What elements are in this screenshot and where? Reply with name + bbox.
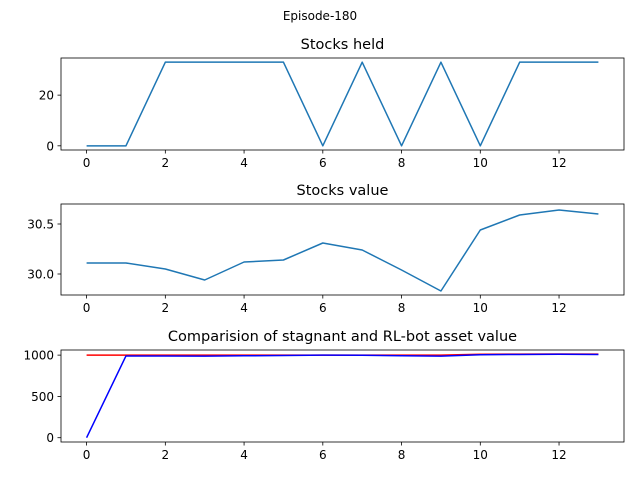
x-tick-label: 4 <box>240 301 248 315</box>
x-tick-label: 10 <box>473 448 488 462</box>
y-tick-label: 30.0 <box>27 268 54 282</box>
x-tick-label: 0 <box>83 156 91 170</box>
series-line-2 <box>85 353 599 439</box>
x-tick-label: 2 <box>162 156 170 170</box>
x-tick-label: 12 <box>551 448 566 462</box>
series-line-1 <box>86 61 599 147</box>
x-tick-label: 4 <box>240 448 248 462</box>
x-tick-label: 10 <box>473 156 488 170</box>
x-tick-label: 2 <box>162 448 170 462</box>
axes-2: 0 2 4 6 8 10 12 30.0 30.5 Stocks value <box>27 183 625 315</box>
x-tick-label: 6 <box>319 301 327 315</box>
y-tick-label: 1000 <box>23 349 54 363</box>
x-tick-label: 8 <box>398 448 406 462</box>
x-tick-label: 12 <box>551 301 566 315</box>
axes-frame <box>60 349 625 443</box>
x-tick-label: 0 <box>83 448 91 462</box>
axes-1: 0 2 4 6 8 10 12 0 20 Stocks held <box>39 37 625 170</box>
x-tick-label: 6 <box>319 156 327 170</box>
x-tick-label: 12 <box>551 156 566 170</box>
x-tick-label: 2 <box>162 301 170 315</box>
x-tick-label: 8 <box>398 301 406 315</box>
axes-title: Stocks value <box>297 183 389 199</box>
figure-suptitle: Episode-180 <box>283 9 357 23</box>
x-tick-label: 4 <box>240 156 248 170</box>
axes-frame <box>60 203 625 296</box>
x-tick-label: 8 <box>398 156 406 170</box>
axes-title: Comparision of stagnant and RL-bot asset… <box>168 329 517 345</box>
axes-3: 0 2 4 6 8 10 12 0 500 1000 Comparision of stagnant… <box>23 329 625 462</box>
axes-frame <box>60 57 625 151</box>
axes-title: Stocks held <box>301 37 385 53</box>
x-tick-label: 10 <box>473 301 488 315</box>
y-tick-label: 0 <box>46 431 54 445</box>
x-tick-label: 0 <box>83 301 91 315</box>
x-tick-label: 6 <box>319 448 327 462</box>
y-tick-label: 30.5 <box>27 218 54 232</box>
y-tick-label: 20 <box>39 89 54 103</box>
y-tick-label: 0 <box>46 139 54 153</box>
series-line-1 <box>86 209 599 292</box>
y-tick-label: 500 <box>31 390 54 404</box>
